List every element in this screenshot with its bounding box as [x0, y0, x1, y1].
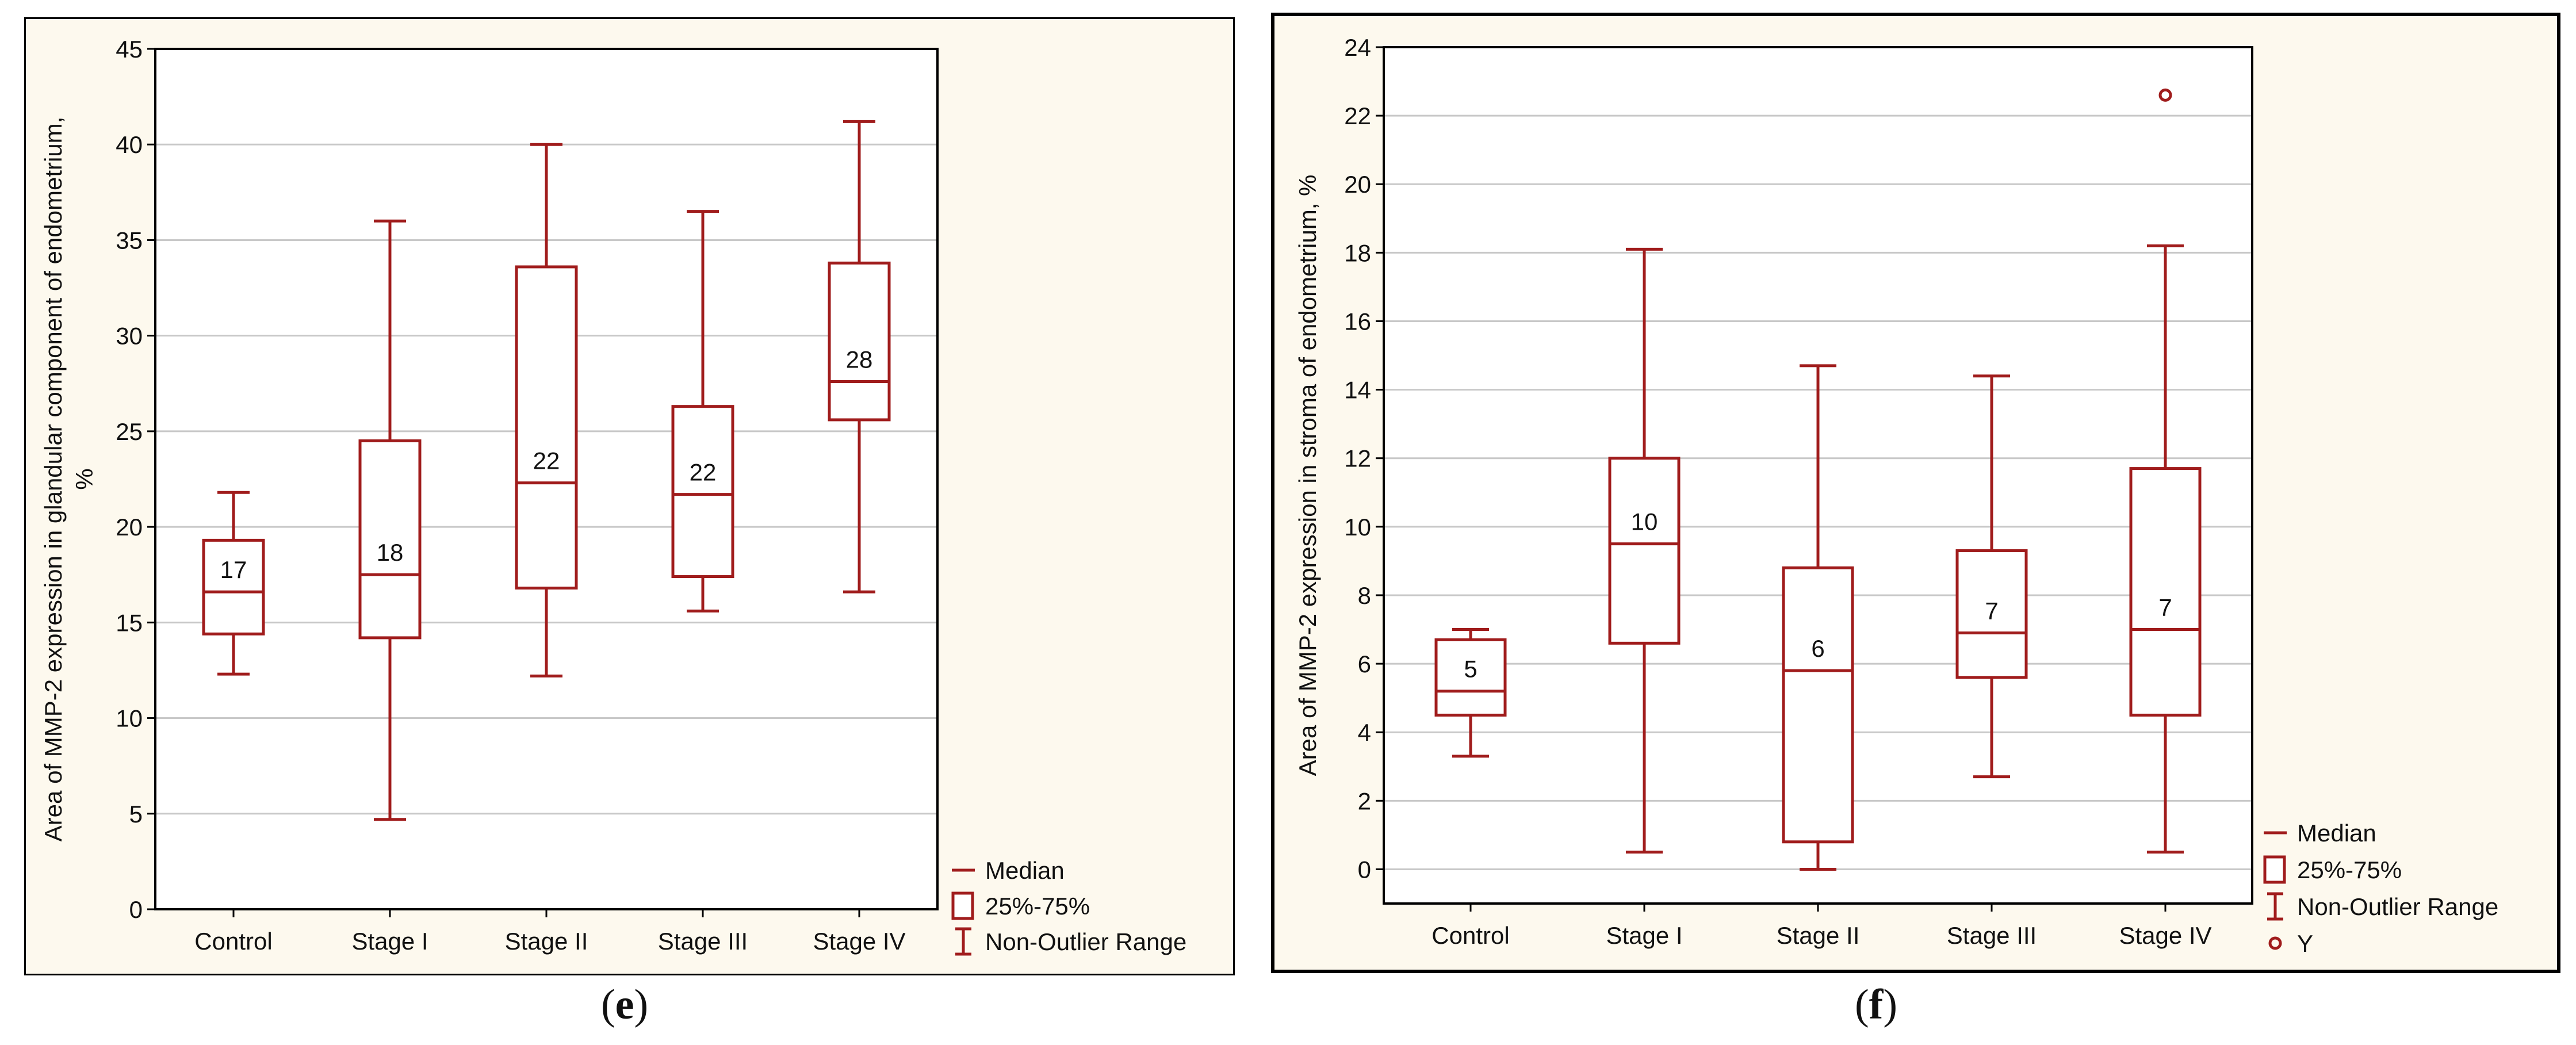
y-tick-label: 24: [1344, 34, 1371, 61]
iqr-box: [358, 439, 422, 640]
y-tick-label: 0: [129, 896, 143, 923]
x-tick-label: Stage I: [351, 928, 428, 955]
y-axis-label: Area of MMP-2 expression in glandular co…: [40, 117, 67, 842]
y-tick-label: 10: [116, 705, 143, 732]
y-axis-label-unit: %: [71, 468, 98, 489]
iqr-box: [1608, 457, 1681, 645]
legend-label: 25%-75%: [985, 893, 1090, 920]
box-value-label: 18: [377, 539, 404, 566]
legend-label: Non-Outlier Range: [2297, 893, 2498, 920]
y-tick-label: 35: [116, 227, 143, 254]
y-tick-label: 15: [116, 609, 143, 636]
y-axis-label: Area of MMP-2 expression in stroma of en…: [1294, 175, 1321, 776]
legend-box-swatch: [951, 891, 974, 920]
y-tick-label: 25: [116, 418, 143, 445]
x-tick-label: Stage III: [658, 928, 748, 955]
iqr-box: [1955, 549, 2028, 679]
y-tick-label: 45: [116, 36, 143, 63]
y-tick-label: 30: [116, 323, 143, 350]
box-value-label: 17: [220, 556, 247, 583]
box-value-label: 7: [2158, 594, 2172, 621]
box-value-label: 10: [1631, 508, 1658, 535]
y-tick-label: 0: [1358, 856, 1371, 883]
legend-label: Median: [985, 857, 1065, 884]
x-tick-label: Stage II: [505, 928, 588, 955]
y-tick-label: 8: [1358, 582, 1371, 609]
legend-outlier-swatch: [2268, 936, 2282, 950]
iqr-box: [671, 405, 734, 579]
chart-panel-f: 0 2 4 6 8 10 12 14 16 18 20 22 24 Area of MMP-2 expre…: [1271, 13, 2560, 973]
y-tick-label: 18: [1344, 239, 1371, 266]
x-tick-label: Control: [194, 928, 272, 955]
y-tick-label: 20: [1344, 171, 1371, 198]
x-tick-label: Stage IV: [2119, 922, 2211, 949]
outlier-point: [2158, 88, 2172, 102]
iqr-box: [1434, 638, 1507, 717]
x-tick-label: Control: [1431, 922, 1509, 949]
iqr-box: [202, 538, 265, 636]
box-value-label: 28: [846, 346, 873, 373]
y-tick-label: 40: [116, 131, 143, 158]
iqr-box: [828, 261, 891, 422]
legend-box-swatch: [2263, 855, 2286, 884]
y-tick-label: 14: [1344, 377, 1371, 404]
boxplot-e: 0 5 10 15 20 25 30 35 40 45 Area of MMP-2 expressi…: [40, 36, 1186, 956]
iqr-box: [515, 265, 578, 590]
y-tick-label: 22: [1344, 102, 1371, 129]
y-tick-label: 10: [1344, 514, 1371, 541]
x-tick-label: Stage I: [1606, 922, 1682, 949]
box-value-label: 6: [1811, 635, 1824, 662]
caption-e: (e): [601, 981, 649, 1028]
y-tick-label: 6: [1358, 650, 1371, 677]
legend-label: Y: [2297, 930, 2313, 957]
chart-panel-e: 0 5 10 15 20 25 30 35 40 45 Area of MMP-2 expressi…: [24, 17, 1235, 975]
iqr-box: [1782, 566, 1854, 844]
y-tick-label: 20: [116, 514, 143, 541]
box-value-label: 7: [1985, 597, 1998, 624]
y-tick-label: 2: [1358, 787, 1371, 814]
box-value-label: 5: [1464, 656, 1477, 683]
legend-label: Non-Outlier Range: [985, 928, 1186, 955]
legend-label: Median: [2297, 820, 2376, 847]
box-value-label: 22: [690, 459, 717, 486]
x-tick-label: Stage II: [1777, 922, 1860, 949]
x-tick-label: Stage IV: [813, 928, 905, 955]
x-tick-label: Stage III: [1947, 922, 2037, 949]
iqr-box: [2129, 467, 2202, 717]
y-tick-label: 5: [129, 801, 143, 828]
box-value-label: 22: [533, 447, 560, 474]
y-tick-label: 16: [1344, 308, 1371, 335]
legend-label: 25%-75%: [2297, 856, 2402, 883]
caption-f: (f): [1855, 981, 1897, 1028]
y-tick-label: 12: [1344, 445, 1371, 472]
y-tick-label: 4: [1358, 719, 1371, 746]
